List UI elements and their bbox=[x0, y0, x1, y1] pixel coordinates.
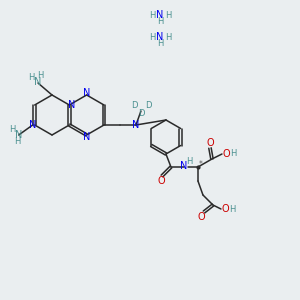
Text: N: N bbox=[132, 120, 140, 130]
Text: H: H bbox=[28, 73, 34, 82]
Text: N: N bbox=[29, 120, 36, 130]
Text: H: H bbox=[149, 32, 155, 41]
Text: O: O bbox=[206, 138, 214, 148]
Text: H: H bbox=[165, 32, 171, 41]
Text: N: N bbox=[83, 132, 90, 142]
Text: H: H bbox=[165, 11, 171, 20]
Text: O: O bbox=[221, 204, 229, 214]
Text: H: H bbox=[229, 205, 235, 214]
Text: N: N bbox=[83, 88, 90, 98]
Text: N: N bbox=[156, 10, 164, 20]
Text: D: D bbox=[145, 101, 151, 110]
Text: O: O bbox=[222, 149, 230, 159]
Text: N: N bbox=[180, 161, 188, 171]
Text: H: H bbox=[230, 149, 236, 158]
Text: H: H bbox=[157, 40, 163, 49]
Text: H: H bbox=[37, 70, 43, 80]
Text: H: H bbox=[14, 137, 21, 146]
Text: H: H bbox=[149, 11, 155, 20]
Text: D: D bbox=[138, 110, 144, 118]
Text: H: H bbox=[157, 17, 163, 26]
Text: N: N bbox=[15, 130, 22, 140]
Text: N: N bbox=[34, 77, 42, 87]
Text: D: D bbox=[131, 101, 137, 110]
Text: *: * bbox=[199, 160, 203, 169]
Text: O: O bbox=[197, 212, 205, 222]
Text: N: N bbox=[156, 32, 164, 42]
Text: N: N bbox=[68, 100, 75, 110]
Text: H: H bbox=[10, 125, 16, 134]
Text: O: O bbox=[157, 176, 165, 186]
Text: H: H bbox=[186, 157, 192, 166]
